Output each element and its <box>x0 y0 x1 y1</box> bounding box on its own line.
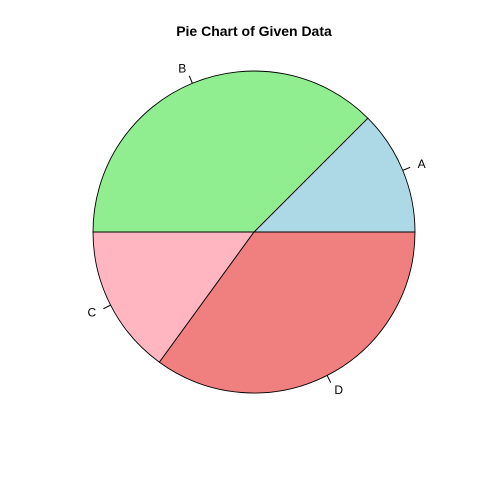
label-tick-d <box>326 375 332 383</box>
pie-slice-d <box>158 231 416 394</box>
pie-labels: A B C D <box>88 61 426 396</box>
pie-slice-c <box>92 231 255 363</box>
chart-title: Pie Chart of Given Data <box>176 23 332 39</box>
slice-label-d: D <box>334 383 343 397</box>
slice-label-c: C <box>88 305 97 319</box>
pie-slices <box>92 70 416 394</box>
label-tick-a <box>402 166 411 171</box>
slice-label-b: B <box>178 61 186 75</box>
label-tick-c <box>103 304 111 310</box>
label-tick-b <box>188 75 193 84</box>
pie-slice-b <box>92 70 369 233</box>
slice-label-a: A <box>418 157 426 171</box>
